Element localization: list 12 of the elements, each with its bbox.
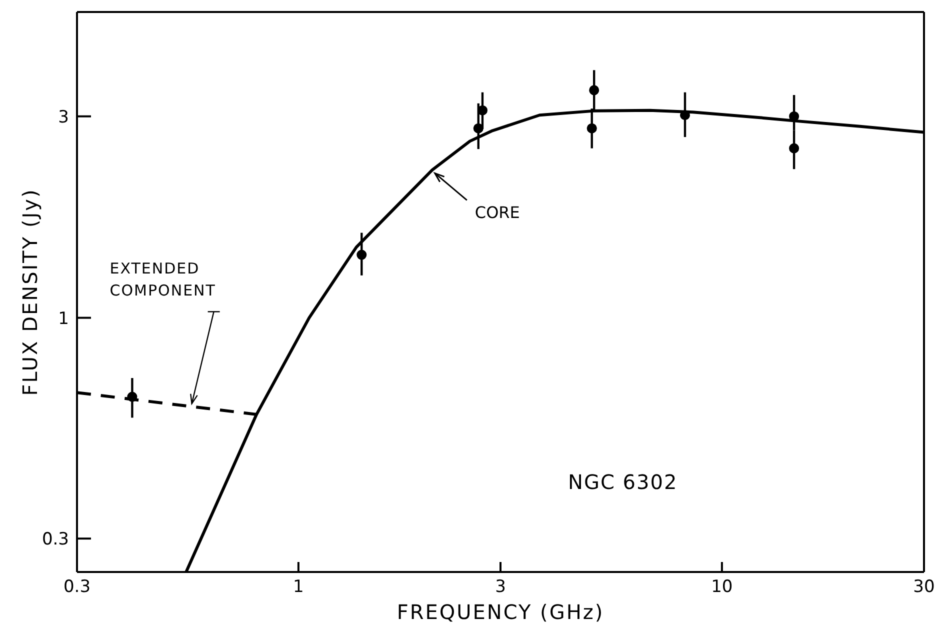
y-axis-title: FLUX DENSITY (Jy) — [18, 188, 42, 396]
x-tick-label: 30 — [913, 577, 935, 598]
x-tick-label: 3 — [495, 577, 506, 598]
y-tick-label: 0.3 — [42, 530, 69, 550]
x-tick-label: 1 — [293, 577, 304, 598]
x-axis-title: FREQUENCY (GHz) — [396, 600, 604, 624]
y-tick-label: 3 — [58, 107, 69, 128]
x-tick-label: 10 — [711, 577, 733, 598]
y-tick-label: 1 — [58, 308, 69, 329]
annotation: EXTENDED COMPONENT — [110, 260, 216, 300]
annotation: NGC 6302 — [568, 470, 678, 494]
annotation: CORE — [474, 203, 520, 222]
